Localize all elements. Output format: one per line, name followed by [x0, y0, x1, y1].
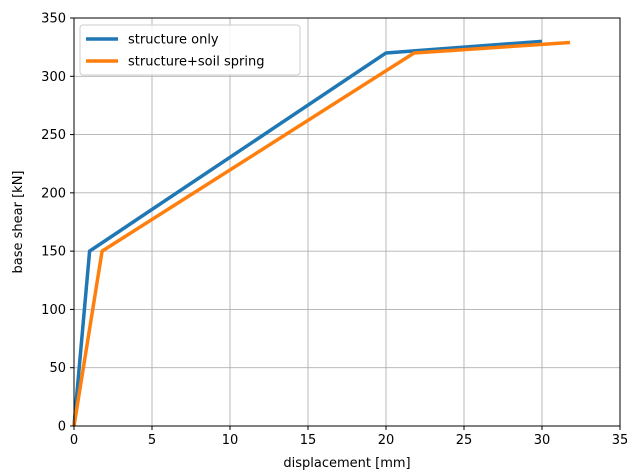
- y-tick-label: 350: [41, 12, 66, 27]
- x-tick-label: 25: [456, 433, 473, 448]
- x-tick-label: 0: [70, 433, 78, 448]
- legend-entry-label: structure only: [128, 33, 219, 48]
- y-axis-ticks: 0 50 100 150 200 250 300 350: [41, 12, 74, 435]
- legend-entry-label: structure+soil spring: [128, 55, 264, 70]
- series-line-0: [72, 39, 543, 427]
- y-tick-label: 0: [58, 420, 66, 435]
- plot-frame: [73, 17, 621, 427]
- series-line-1: [72, 40, 571, 427]
- series-lines: [72, 39, 571, 427]
- y-tick-label: 200: [41, 186, 66, 201]
- x-tick-label: 30: [534, 433, 551, 448]
- x-tick-label: 5: [148, 433, 156, 448]
- legend: structure only structure+soil spring: [79, 24, 301, 76]
- x-axis-ticks: 0 5 10 15 20 25 30 35: [70, 426, 627, 448]
- y-tick-label: 50: [49, 361, 66, 376]
- x-tick-label: 20: [378, 433, 395, 448]
- x-tick-label: 10: [222, 433, 239, 448]
- y-tick-label: 250: [41, 128, 66, 143]
- y-tick-label: 150: [41, 245, 66, 260]
- y-axis-label: base shear [kN]: [11, 171, 26, 274]
- x-tick-label: 15: [300, 433, 317, 448]
- grid: [73, 17, 621, 427]
- y-tick-label: 300: [41, 70, 66, 85]
- y-tick-label: 100: [41, 303, 66, 318]
- legend-box: [79, 24, 301, 76]
- x-tick-label: 35: [612, 433, 627, 448]
- x-axis-label: displacement [mm]: [283, 456, 410, 470]
